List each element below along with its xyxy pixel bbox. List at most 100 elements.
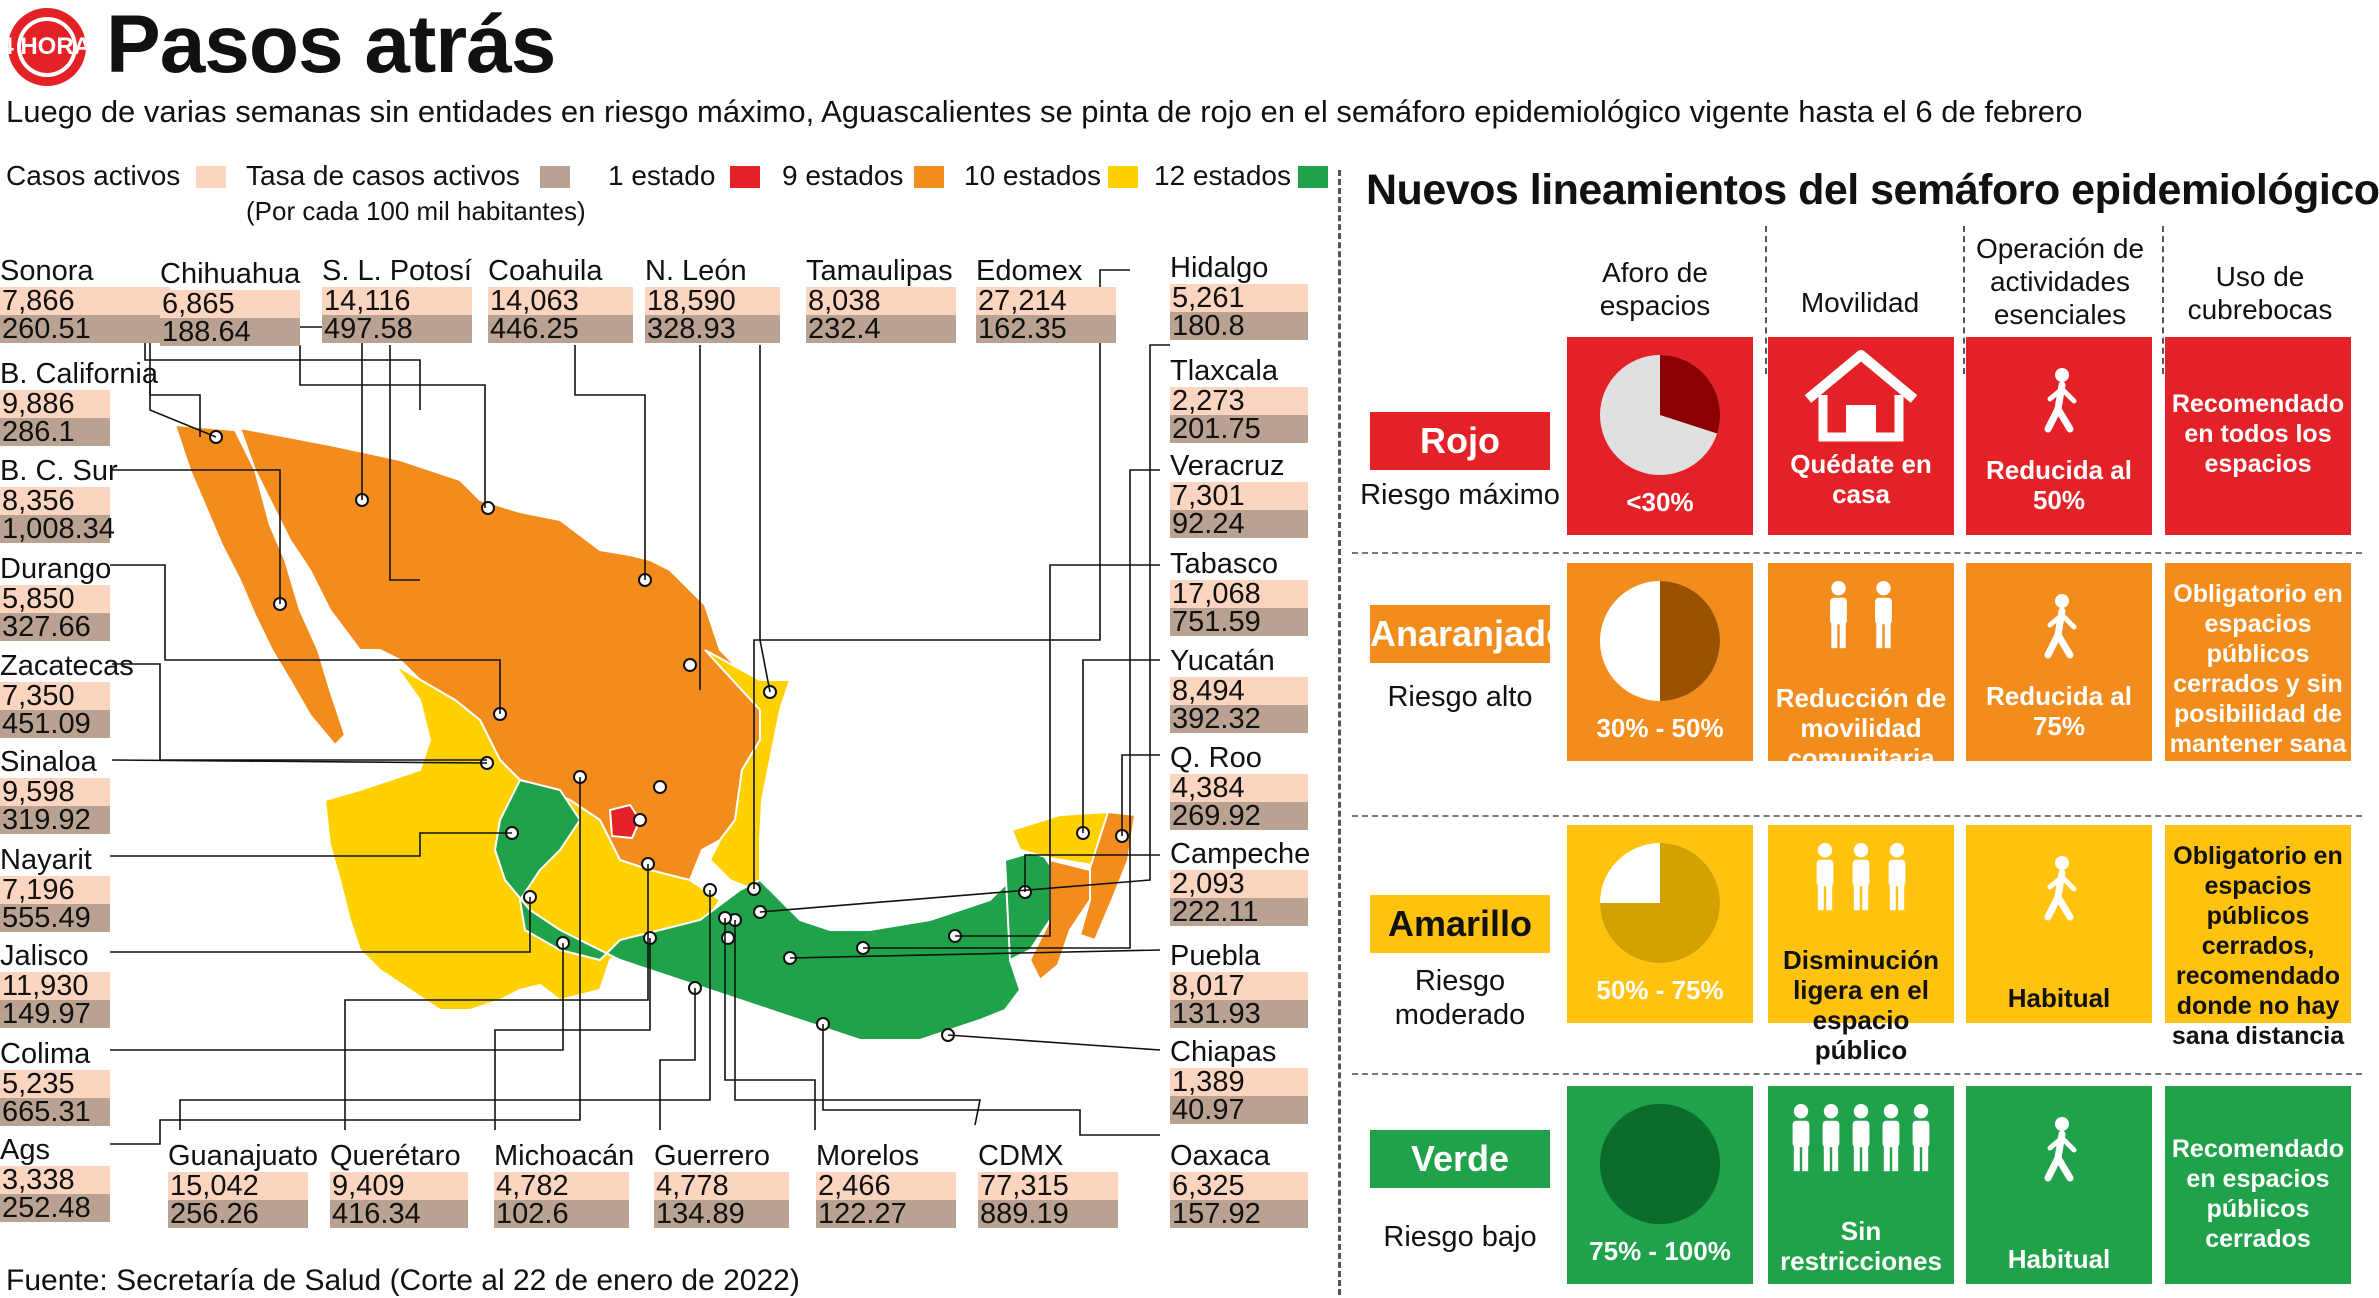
state-oaxaca: Oaxaca 6,325 157.92 bbox=[1170, 1140, 1308, 1229]
state-colima: Colima 5,235 665.31 bbox=[0, 1038, 110, 1127]
cubrebocas-text: Obligatorio en espacios públicos cerrado… bbox=[2169, 580, 2347, 788]
column-separator bbox=[1765, 226, 1767, 374]
row-separator bbox=[1352, 1073, 2362, 1075]
state-active-cases: 7,350 bbox=[0, 682, 110, 711]
state-jalisco: Jalisco 11,930 149.97 bbox=[0, 940, 110, 1029]
state-veracruz: Veracruz 7,301 92.24 bbox=[1170, 450, 1308, 539]
movilidad-text: Disminución ligera en el espacio público bbox=[1782, 945, 1939, 1065]
cell-verde-movilidad: Sin restricciones bbox=[1768, 1086, 1954, 1284]
cell-amarillo-operacion: Habitual bbox=[1966, 825, 2152, 1023]
state-name: S. L. Potosí bbox=[322, 255, 472, 287]
row-separator bbox=[1352, 552, 2362, 554]
state-active-cases: 2,466 bbox=[816, 1172, 956, 1201]
aforo-pie-icon bbox=[1600, 581, 1720, 701]
operacion-text: Reducida al 75% bbox=[1986, 681, 2132, 741]
state-queretaro: Querétaro 9,409 416.34 bbox=[330, 1140, 468, 1229]
aforo-value: <30% bbox=[1626, 487, 1694, 517]
state-coahuila: Coahuila 14,063 446.25 bbox=[488, 255, 633, 344]
people-icon bbox=[1830, 581, 1892, 649]
state-active-cases: 27,214 bbox=[976, 287, 1116, 316]
state-name: Querétaro bbox=[330, 1140, 461, 1172]
legend-yellow-label: 10 estados bbox=[964, 160, 1101, 191]
marker-chihuahua bbox=[481, 501, 495, 515]
state-active-cases: 5,235 bbox=[0, 1070, 110, 1099]
state-name: Edomex bbox=[976, 255, 1083, 287]
aforo-pie-icon bbox=[1600, 355, 1721, 475]
row-separator bbox=[1352, 815, 2362, 817]
state-name: Tlaxcala bbox=[1170, 355, 1278, 387]
state-case-rate: 149.97 bbox=[0, 1000, 110, 1029]
column-separator bbox=[1963, 226, 1965, 374]
level-risk-naranja: Riesgo alto bbox=[1387, 681, 1533, 713]
state-name: Ags bbox=[0, 1134, 50, 1166]
level-label-amarillo: Amarillo bbox=[1370, 895, 1550, 953]
cubrebocas-text: Recomendado en espacios públicos cerrado… bbox=[2171, 1135, 2345, 1253]
cell-naranja-cubrebocas: Obligatorio en espacios públicos cerrado… bbox=[2165, 563, 2351, 788]
people-icon bbox=[1792, 1104, 1930, 1172]
state-active-cases: 4,782 bbox=[494, 1172, 629, 1201]
state-case-rate: 260.51 bbox=[0, 315, 170, 344]
cell-verde-cubrebocas: Recomendado en espacios públicos cerrado… bbox=[2165, 1086, 2351, 1284]
column-separator bbox=[2162, 226, 2164, 374]
operacion-text: Reducida al 50% bbox=[1986, 455, 2132, 515]
cell-amarillo-aforo: 50% - 75% bbox=[1567, 825, 1753, 1023]
state-name: Veracruz bbox=[1170, 450, 1285, 482]
marker-slp bbox=[653, 780, 667, 794]
state-case-rate: 269.92 bbox=[1170, 802, 1308, 831]
walking-person-icon bbox=[2044, 368, 2077, 433]
state-active-cases: 14,063 bbox=[488, 287, 633, 316]
state-name: Coahuila bbox=[488, 255, 603, 287]
cell-verde-aforo: 75% - 100% bbox=[1567, 1086, 1753, 1284]
state-active-cases: 8,356 bbox=[0, 487, 110, 516]
state-case-rate: 319.92 bbox=[0, 806, 110, 835]
cell-rojo-cubrebocas: Recomendado en todos los espacios bbox=[2165, 337, 2351, 535]
state-active-cases: 9,886 bbox=[0, 390, 110, 419]
state-case-rate: 252.48 bbox=[0, 1194, 110, 1223]
state-case-rate: 665.31 bbox=[0, 1098, 110, 1127]
state-campeche: Campeche 2,093 222.11 bbox=[1170, 838, 1311, 927]
operacion-text: Habitual bbox=[2007, 1244, 2111, 1274]
level-label-rojo: Rojo bbox=[1370, 412, 1550, 470]
state-case-rate: 328.93 bbox=[645, 315, 780, 344]
cell-naranja-movilidad: Reducción de movilidad comunitaria bbox=[1768, 563, 1954, 773]
state-case-rate: 162.35 bbox=[976, 315, 1116, 344]
marker-edomex bbox=[721, 931, 735, 945]
state-case-rate: 446.25 bbox=[488, 315, 633, 344]
state-case-rate: 416.34 bbox=[330, 1200, 468, 1229]
level-risk-amarillo: Riesgo moderado bbox=[1394, 965, 1526, 1031]
state-name: Chiapas bbox=[1170, 1036, 1277, 1068]
state-name: Hidalgo bbox=[1170, 252, 1269, 284]
state-name: Sonora bbox=[0, 255, 94, 287]
state-name: Colima bbox=[0, 1038, 91, 1070]
aforo-value: 50% - 75% bbox=[1596, 975, 1724, 1005]
state-active-cases: 6,325 bbox=[1170, 1172, 1308, 1201]
people-icon bbox=[1816, 843, 1906, 911]
state-active-cases: 1,389 bbox=[1170, 1068, 1308, 1097]
state-name: Campeche bbox=[1170, 838, 1311, 870]
guidelines-title: Nuevos lineamientos del semáforo epidemi… bbox=[1366, 166, 2379, 214]
cell-amarillo-movilidad: Disminución ligera en el espacio público bbox=[1768, 825, 1954, 1065]
state-case-rate: 327.66 bbox=[0, 613, 110, 642]
state-case-rate: 201.75 bbox=[1170, 415, 1308, 444]
state-name: Tamaulipas bbox=[806, 255, 953, 287]
walking-person-icon bbox=[2044, 594, 2077, 659]
logo-text: 24 HORAS bbox=[6, 33, 88, 60]
state-active-cases: 4,384 bbox=[1170, 774, 1308, 803]
movilidad-text: Quédate en casa bbox=[1790, 449, 1932, 509]
map-leader-lines bbox=[110, 269, 1170, 1145]
level-risk-verde: Riesgo bajo bbox=[1383, 1221, 1537, 1253]
state-case-rate: 1,008.34 bbox=[0, 513, 115, 545]
state-active-cases: 17,068 bbox=[1170, 580, 1308, 609]
state-edomex: Edomex 27,214 162.35 bbox=[976, 255, 1116, 344]
mexico-map bbox=[110, 269, 1170, 1145]
state-active-cases: 5,261 bbox=[1170, 284, 1308, 313]
state-puebla: Puebla 8,017 131.93 bbox=[1170, 940, 1308, 1029]
cell-rojo-movilidad: Quédate en casa bbox=[1768, 337, 1954, 535]
state-name: Morelos bbox=[816, 1140, 920, 1172]
state-name: Zacatecas bbox=[0, 650, 134, 682]
state-michoacan: Michoacán 4,782 102.6 bbox=[494, 1140, 634, 1229]
column-header-cubrebocas: Uso de cubrebocas bbox=[2187, 261, 2333, 325]
walking-person-icon bbox=[2044, 1117, 2077, 1182]
state-name: Chihuahua bbox=[160, 258, 301, 290]
state-tamaulipas: Tamaulipas 8,038 232.4 bbox=[806, 255, 956, 344]
